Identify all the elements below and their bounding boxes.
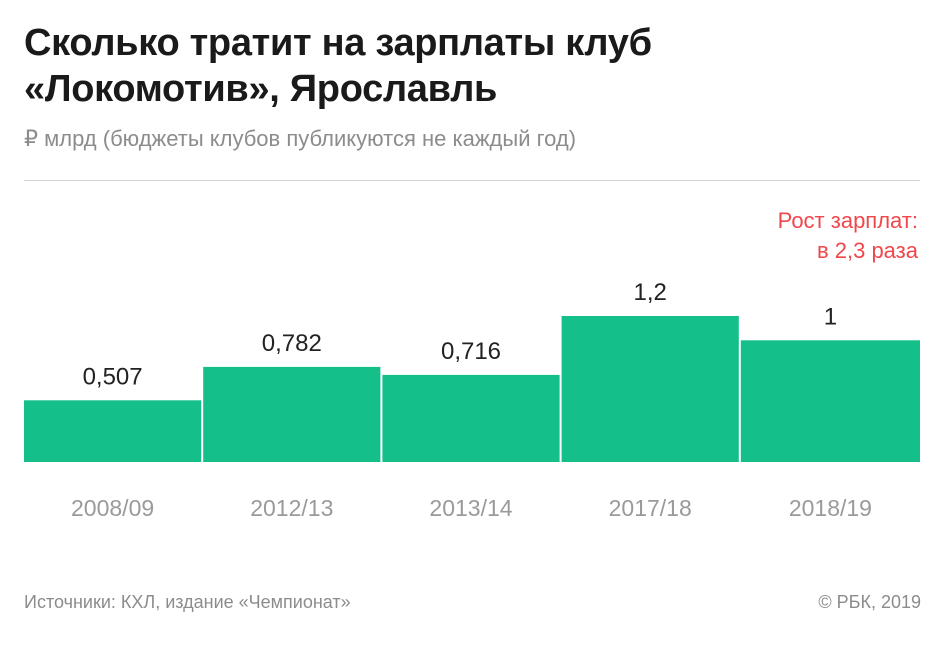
value-label: 0,782 bbox=[262, 330, 322, 357]
bar-chart: Рост зарплат: в 2,3 раза 0,507 0,782 0,716… bbox=[24, 208, 920, 521]
source-note: Источники: КХЛ, издание «Чемпионат» bbox=[24, 592, 351, 612]
value-label: 0,507 bbox=[83, 363, 143, 390]
bar-2008-09 bbox=[24, 400, 202, 462]
copyright: © РБК, 2019 bbox=[818, 592, 921, 612]
annotation-line-1: Рост зарплат: bbox=[778, 208, 918, 233]
chart-title-line-1: Сколько тратит на зарплаты клуб bbox=[24, 22, 652, 64]
bar-2017-18 bbox=[561, 316, 739, 462]
bars bbox=[24, 316, 920, 462]
value-label: 1 bbox=[824, 303, 837, 330]
category-label: 2008/09 bbox=[71, 495, 154, 521]
category-label: 2018/19 bbox=[789, 495, 872, 521]
category-label: 2017/18 bbox=[609, 495, 692, 521]
bar-2018-19 bbox=[740, 340, 920, 462]
value-label: 0,716 bbox=[441, 338, 501, 365]
category-label: 2012/13 bbox=[250, 495, 333, 521]
value-labels: 0,507 0,782 0,716 1,2 1 bbox=[83, 279, 838, 390]
annotation-line-2: в 2,3 раза bbox=[817, 238, 919, 263]
bar-2013-14 bbox=[382, 374, 560, 462]
chart-title-line-2: «Локомотив», Ярославль bbox=[24, 68, 498, 110]
header-divider bbox=[24, 180, 920, 181]
category-labels: 2008/09 2012/13 2013/14 2017/18 2018/19 bbox=[71, 495, 872, 521]
value-label: 1,2 bbox=[634, 279, 667, 306]
annotation: Рост зарплат: в 2,3 раза bbox=[778, 208, 919, 263]
category-label: 2013/14 bbox=[429, 495, 512, 521]
chart-title: Сколько тратит на зарплаты клуб «Локомот… bbox=[24, 20, 924, 112]
chart-subtitle: ₽ млрд (бюджеты клубов публикуются не ка… bbox=[24, 126, 577, 151]
bar-2012-13 bbox=[203, 366, 381, 462]
